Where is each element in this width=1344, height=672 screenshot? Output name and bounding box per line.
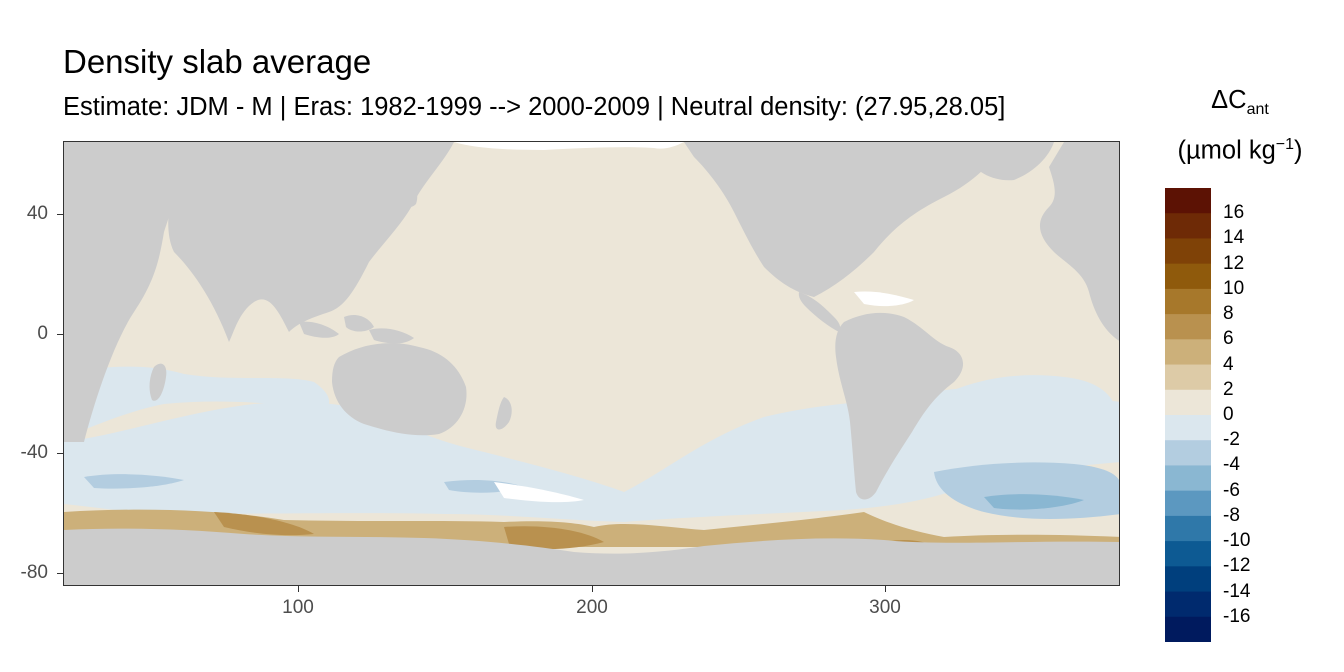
- southern-no-data-strip: [494, 482, 584, 503]
- map-panel: [63, 141, 1120, 586]
- japan-land: [400, 182, 418, 207]
- legend-label: -8: [1223, 504, 1240, 526]
- africa-land: [64, 142, 179, 442]
- legend-label: 2: [1223, 378, 1234, 400]
- caribbean-no-data: [854, 291, 914, 307]
- legend-label: -16: [1223, 605, 1251, 627]
- legend-color-step: [1165, 364, 1211, 391]
- x-tick-label: 300: [869, 597, 901, 618]
- legend-label: 8: [1223, 303, 1234, 325]
- legend-label: -12: [1223, 555, 1251, 577]
- europe-west-africa-land: [1040, 142, 1119, 341]
- legend-color-step: [1165, 339, 1211, 366]
- legend-color-step: [1165, 238, 1211, 265]
- north-america-land: [684, 142, 1004, 297]
- antarctica-land: [64, 528, 1119, 585]
- legend-label: 10: [1223, 277, 1245, 299]
- y-tick-label: 0: [37, 323, 48, 344]
- legend-label: 14: [1223, 227, 1245, 249]
- legend-label: -4: [1223, 454, 1240, 476]
- legend-label: 12: [1223, 252, 1245, 274]
- legend-label: 4: [1223, 353, 1234, 375]
- legend-color-step: [1165, 541, 1211, 567]
- legend-color-step: [1165, 566, 1211, 593]
- y-tick-label: 40: [26, 203, 48, 224]
- y-tick-mark-neg40: [57, 453, 63, 454]
- x-tick-mark-100: [298, 586, 299, 592]
- negative-patch-south-atlantic: [934, 462, 1119, 519]
- chart-subtitle: Estimate: JDM - M | Eras: 1982-1999 --> …: [63, 93, 1006, 121]
- legend-color-step: [1165, 465, 1211, 492]
- legend-color-step: [1165, 440, 1211, 466]
- legend-unit-suffix: ): [1294, 136, 1303, 165]
- y-tick-label: -80: [20, 562, 48, 583]
- y-tick-mark-40: [57, 214, 63, 215]
- madagascar-land: [149, 363, 167, 401]
- negative-patch-south-indian: [84, 474, 184, 489]
- legend-title-main: ΔC: [1211, 86, 1247, 114]
- legend-unit-prefix: (µmol kg: [1177, 136, 1276, 165]
- legend-color-step: [1165, 314, 1211, 340]
- legend-color-step: [1165, 288, 1211, 315]
- legend-color-step: [1165, 263, 1211, 290]
- legend-color-step: [1165, 389, 1211, 416]
- eurasia-land: [168, 142, 454, 342]
- new-zealand-land: [495, 397, 512, 430]
- legend-label: 0: [1223, 404, 1234, 425]
- negative-patch-atlantic-core: [984, 494, 1084, 510]
- atlantic-negative-area: [949, 375, 1114, 442]
- arctic-no-data: [454, 142, 684, 150]
- legend-label: -6: [1223, 479, 1240, 501]
- legend-colorbar: [1165, 188, 1211, 642]
- legend-color-step: [1165, 490, 1211, 517]
- y-tick-label: -40: [20, 442, 48, 463]
- y-tick-mark-neg80: [57, 573, 63, 574]
- greenland-land: [964, 142, 1054, 181]
- legend-unit-sup: −1: [1275, 136, 1295, 153]
- legend-unit: (µmol kg−1): [1150, 136, 1330, 166]
- south-america-land: [835, 312, 964, 500]
- antarctic-strong-positive-2: [504, 526, 604, 550]
- x-tick-label: 200: [576, 597, 608, 618]
- x-tick-label: 100: [282, 597, 314, 618]
- australia-land: [332, 343, 467, 436]
- x-tick-mark-300: [885, 586, 886, 592]
- legend-color-step: [1165, 515, 1211, 542]
- y-tick-mark-0: [57, 334, 63, 335]
- chart-title: Density slab average: [63, 43, 372, 80]
- legend-label: 16: [1223, 202, 1245, 224]
- legend-title: ΔCant: [1150, 86, 1330, 119]
- legend-label: -10: [1223, 530, 1251, 552]
- x-tick-mark-200: [592, 586, 593, 592]
- legend-label: -2: [1223, 429, 1240, 451]
- indian-ocean-negative-area: [64, 366, 330, 437]
- legend-label: -14: [1223, 580, 1251, 602]
- map-svg: [64, 142, 1119, 585]
- legend-color-step: [1165, 591, 1211, 618]
- antarctic-strong-positive-1: [214, 512, 314, 536]
- legend-color-step: [1165, 415, 1211, 441]
- maritime-continent-land: [299, 315, 414, 344]
- legend-color-step: [1165, 213, 1211, 239]
- legend-color-step: [1165, 188, 1211, 214]
- legend-color-step: [1165, 616, 1211, 642]
- legend-title-sub: ant: [1246, 101, 1269, 119]
- legend-label: 6: [1223, 328, 1234, 350]
- central-america-land: [798, 292, 841, 332]
